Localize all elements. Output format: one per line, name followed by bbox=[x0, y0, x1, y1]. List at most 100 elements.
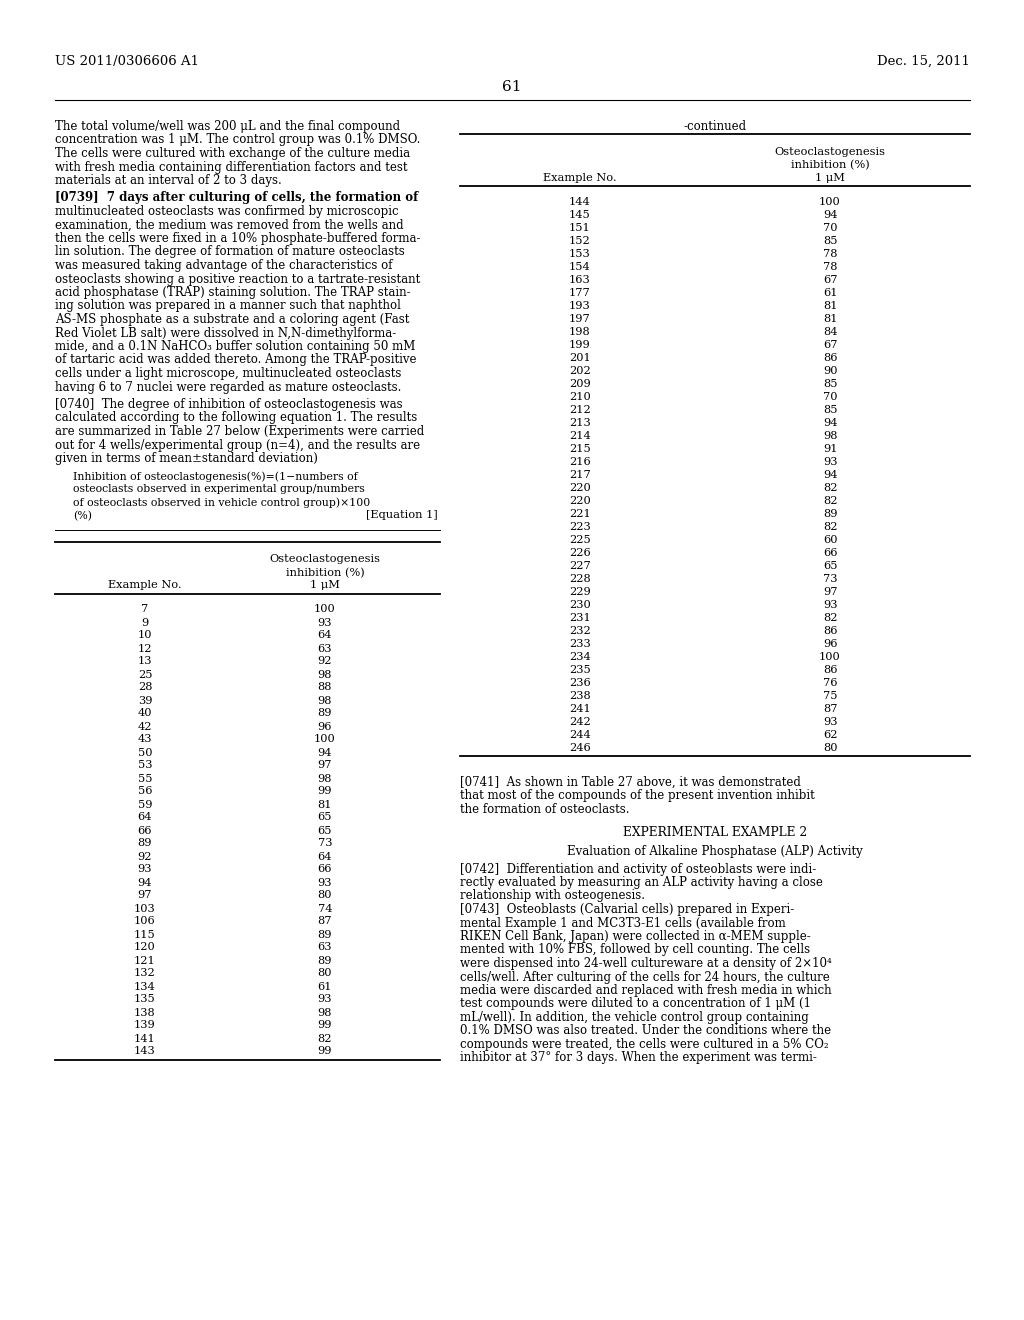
Text: 235: 235 bbox=[569, 665, 591, 675]
Text: 100: 100 bbox=[314, 734, 336, 744]
Text: with fresh media containing differentiation factors and test: with fresh media containing differentiat… bbox=[55, 161, 408, 173]
Text: 89: 89 bbox=[822, 510, 838, 519]
Text: 202: 202 bbox=[569, 366, 591, 376]
Text: of tartaric acid was added thereto. Among the TRAP-positive: of tartaric acid was added thereto. Amon… bbox=[55, 354, 417, 367]
Text: calculated according to the following equation 1. The results: calculated according to the following eq… bbox=[55, 412, 417, 425]
Text: 98: 98 bbox=[317, 696, 332, 705]
Text: 7: 7 bbox=[141, 605, 148, 615]
Text: 42: 42 bbox=[138, 722, 153, 731]
Text: 139: 139 bbox=[134, 1020, 156, 1031]
Text: EXPERIMENTAL EXAMPLE 2: EXPERIMENTAL EXAMPLE 2 bbox=[623, 826, 807, 840]
Text: 86: 86 bbox=[822, 665, 838, 675]
Text: 220: 220 bbox=[569, 483, 591, 492]
Text: 201: 201 bbox=[569, 352, 591, 363]
Text: 65: 65 bbox=[317, 825, 332, 836]
Text: 66: 66 bbox=[138, 825, 153, 836]
Text: 99: 99 bbox=[317, 787, 332, 796]
Text: Dec. 15, 2011: Dec. 15, 2011 bbox=[878, 55, 970, 69]
Text: 236: 236 bbox=[569, 678, 591, 688]
Text: 106: 106 bbox=[134, 916, 156, 927]
Text: 89: 89 bbox=[317, 709, 332, 718]
Text: 63: 63 bbox=[317, 644, 332, 653]
Text: cells/well. After culturing of the cells for 24 hours, the culture: cells/well. After culturing of the cells… bbox=[460, 970, 829, 983]
Text: ing solution was prepared in a manner such that naphthol: ing solution was prepared in a manner su… bbox=[55, 300, 400, 313]
Text: 63: 63 bbox=[317, 942, 332, 953]
Text: 76: 76 bbox=[822, 678, 838, 688]
Text: 135: 135 bbox=[134, 994, 156, 1005]
Text: 238: 238 bbox=[569, 690, 591, 701]
Text: 215: 215 bbox=[569, 444, 591, 454]
Text: 115: 115 bbox=[134, 929, 156, 940]
Text: 82: 82 bbox=[822, 496, 838, 506]
Text: 213: 213 bbox=[569, 418, 591, 428]
Text: 55: 55 bbox=[138, 774, 153, 784]
Text: 59: 59 bbox=[138, 800, 153, 809]
Text: that most of the compounds of the present invention inhibit: that most of the compounds of the presen… bbox=[460, 789, 815, 803]
Text: 64: 64 bbox=[138, 813, 153, 822]
Text: 80: 80 bbox=[317, 891, 332, 900]
Text: US 2011/0306606 A1: US 2011/0306606 A1 bbox=[55, 55, 199, 69]
Text: [0742]  Differentiation and activity of osteoblasts were indi-: [0742] Differentiation and activity of o… bbox=[460, 862, 816, 875]
Text: 94: 94 bbox=[822, 470, 838, 480]
Text: concentration was 1 μM. The control group was 0.1% DMSO.: concentration was 1 μM. The control grou… bbox=[55, 133, 421, 147]
Text: 144: 144 bbox=[569, 197, 591, 207]
Text: 90: 90 bbox=[822, 366, 838, 376]
Text: mide, and a 0.1N NaHCO₃ buffer solution containing 50 mM: mide, and a 0.1N NaHCO₃ buffer solution … bbox=[55, 341, 416, 352]
Text: inhibitor at 37° for 3 days. When the experiment was termi-: inhibitor at 37° for 3 days. When the ex… bbox=[460, 1052, 817, 1064]
Text: 233: 233 bbox=[569, 639, 591, 649]
Text: out for 4 wells/experimental group (n=4), and the results are: out for 4 wells/experimental group (n=4)… bbox=[55, 438, 420, 451]
Text: 82: 82 bbox=[822, 483, 838, 492]
Text: [0740]  The degree of inhibition of osteoclastogenesis was: [0740] The degree of inhibition of osteo… bbox=[55, 399, 402, 411]
Text: 212: 212 bbox=[569, 405, 591, 414]
Text: 84: 84 bbox=[822, 327, 838, 337]
Text: 85: 85 bbox=[822, 379, 838, 389]
Text: 209: 209 bbox=[569, 379, 591, 389]
Text: 121: 121 bbox=[134, 956, 156, 965]
Text: RIKEN Cell Bank, Japan) were collected in α-MEM supple-: RIKEN Cell Bank, Japan) were collected i… bbox=[460, 931, 811, 942]
Text: acid phosphatase (TRAP) staining solution. The TRAP stain-: acid phosphatase (TRAP) staining solutio… bbox=[55, 286, 411, 300]
Text: 65: 65 bbox=[317, 813, 332, 822]
Text: 97: 97 bbox=[822, 587, 838, 597]
Text: 100: 100 bbox=[819, 652, 841, 663]
Text: 151: 151 bbox=[569, 223, 591, 234]
Text: 80: 80 bbox=[822, 743, 838, 752]
Text: 231: 231 bbox=[569, 612, 591, 623]
Text: 12: 12 bbox=[138, 644, 153, 653]
Text: 86: 86 bbox=[822, 352, 838, 363]
Text: -continued: -continued bbox=[683, 120, 746, 133]
Text: 88: 88 bbox=[317, 682, 332, 693]
Text: 217: 217 bbox=[569, 470, 591, 480]
Text: 1 μM: 1 μM bbox=[310, 581, 340, 590]
Text: examination, the medium was removed from the wells and: examination, the medium was removed from… bbox=[55, 219, 403, 231]
Text: are summarized in Table 27 below (Experiments were carried: are summarized in Table 27 below (Experi… bbox=[55, 425, 424, 438]
Text: were dispensed into 24-well cultureware at a density of 2×10⁴: were dispensed into 24-well cultureware … bbox=[460, 957, 831, 970]
Text: 81: 81 bbox=[822, 314, 838, 323]
Text: 177: 177 bbox=[569, 288, 591, 298]
Text: 223: 223 bbox=[569, 521, 591, 532]
Text: 199: 199 bbox=[569, 341, 591, 350]
Text: 81: 81 bbox=[822, 301, 838, 312]
Text: 50: 50 bbox=[138, 747, 153, 758]
Text: 60: 60 bbox=[822, 535, 838, 545]
Text: 93: 93 bbox=[317, 618, 332, 627]
Text: [0741]  As shown in Table 27 above, it was demonstrated: [0741] As shown in Table 27 above, it wa… bbox=[460, 776, 801, 789]
Text: lin solution. The degree of formation of mature osteoclasts: lin solution. The degree of formation of… bbox=[55, 246, 404, 259]
Text: rectly evaluated by measuring an ALP activity having a close: rectly evaluated by measuring an ALP act… bbox=[460, 876, 823, 888]
Text: 99: 99 bbox=[317, 1047, 332, 1056]
Text: 228: 228 bbox=[569, 574, 591, 583]
Text: inhibition (%): inhibition (%) bbox=[286, 568, 365, 578]
Text: multinucleated osteoclasts was confirmed by microscopic: multinucleated osteoclasts was confirmed… bbox=[55, 205, 398, 218]
Text: [Equation 1]: [Equation 1] bbox=[367, 511, 438, 520]
Text: 93: 93 bbox=[822, 601, 838, 610]
Text: 216: 216 bbox=[569, 457, 591, 467]
Text: given in terms of mean±standard deviation): given in terms of mean±standard deviatio… bbox=[55, 451, 317, 465]
Text: The cells were cultured with exchange of the culture media: The cells were cultured with exchange of… bbox=[55, 147, 411, 160]
Text: osteoclasts observed in experimental group/numbers: osteoclasts observed in experimental gro… bbox=[73, 484, 365, 495]
Text: 120: 120 bbox=[134, 942, 156, 953]
Text: 73: 73 bbox=[317, 838, 332, 849]
Text: 97: 97 bbox=[138, 891, 153, 900]
Text: 89: 89 bbox=[317, 929, 332, 940]
Text: 65: 65 bbox=[822, 561, 838, 572]
Text: Evaluation of Alkaline Phosphatase (ALP) Activity: Evaluation of Alkaline Phosphatase (ALP)… bbox=[567, 845, 863, 858]
Text: 197: 197 bbox=[569, 314, 591, 323]
